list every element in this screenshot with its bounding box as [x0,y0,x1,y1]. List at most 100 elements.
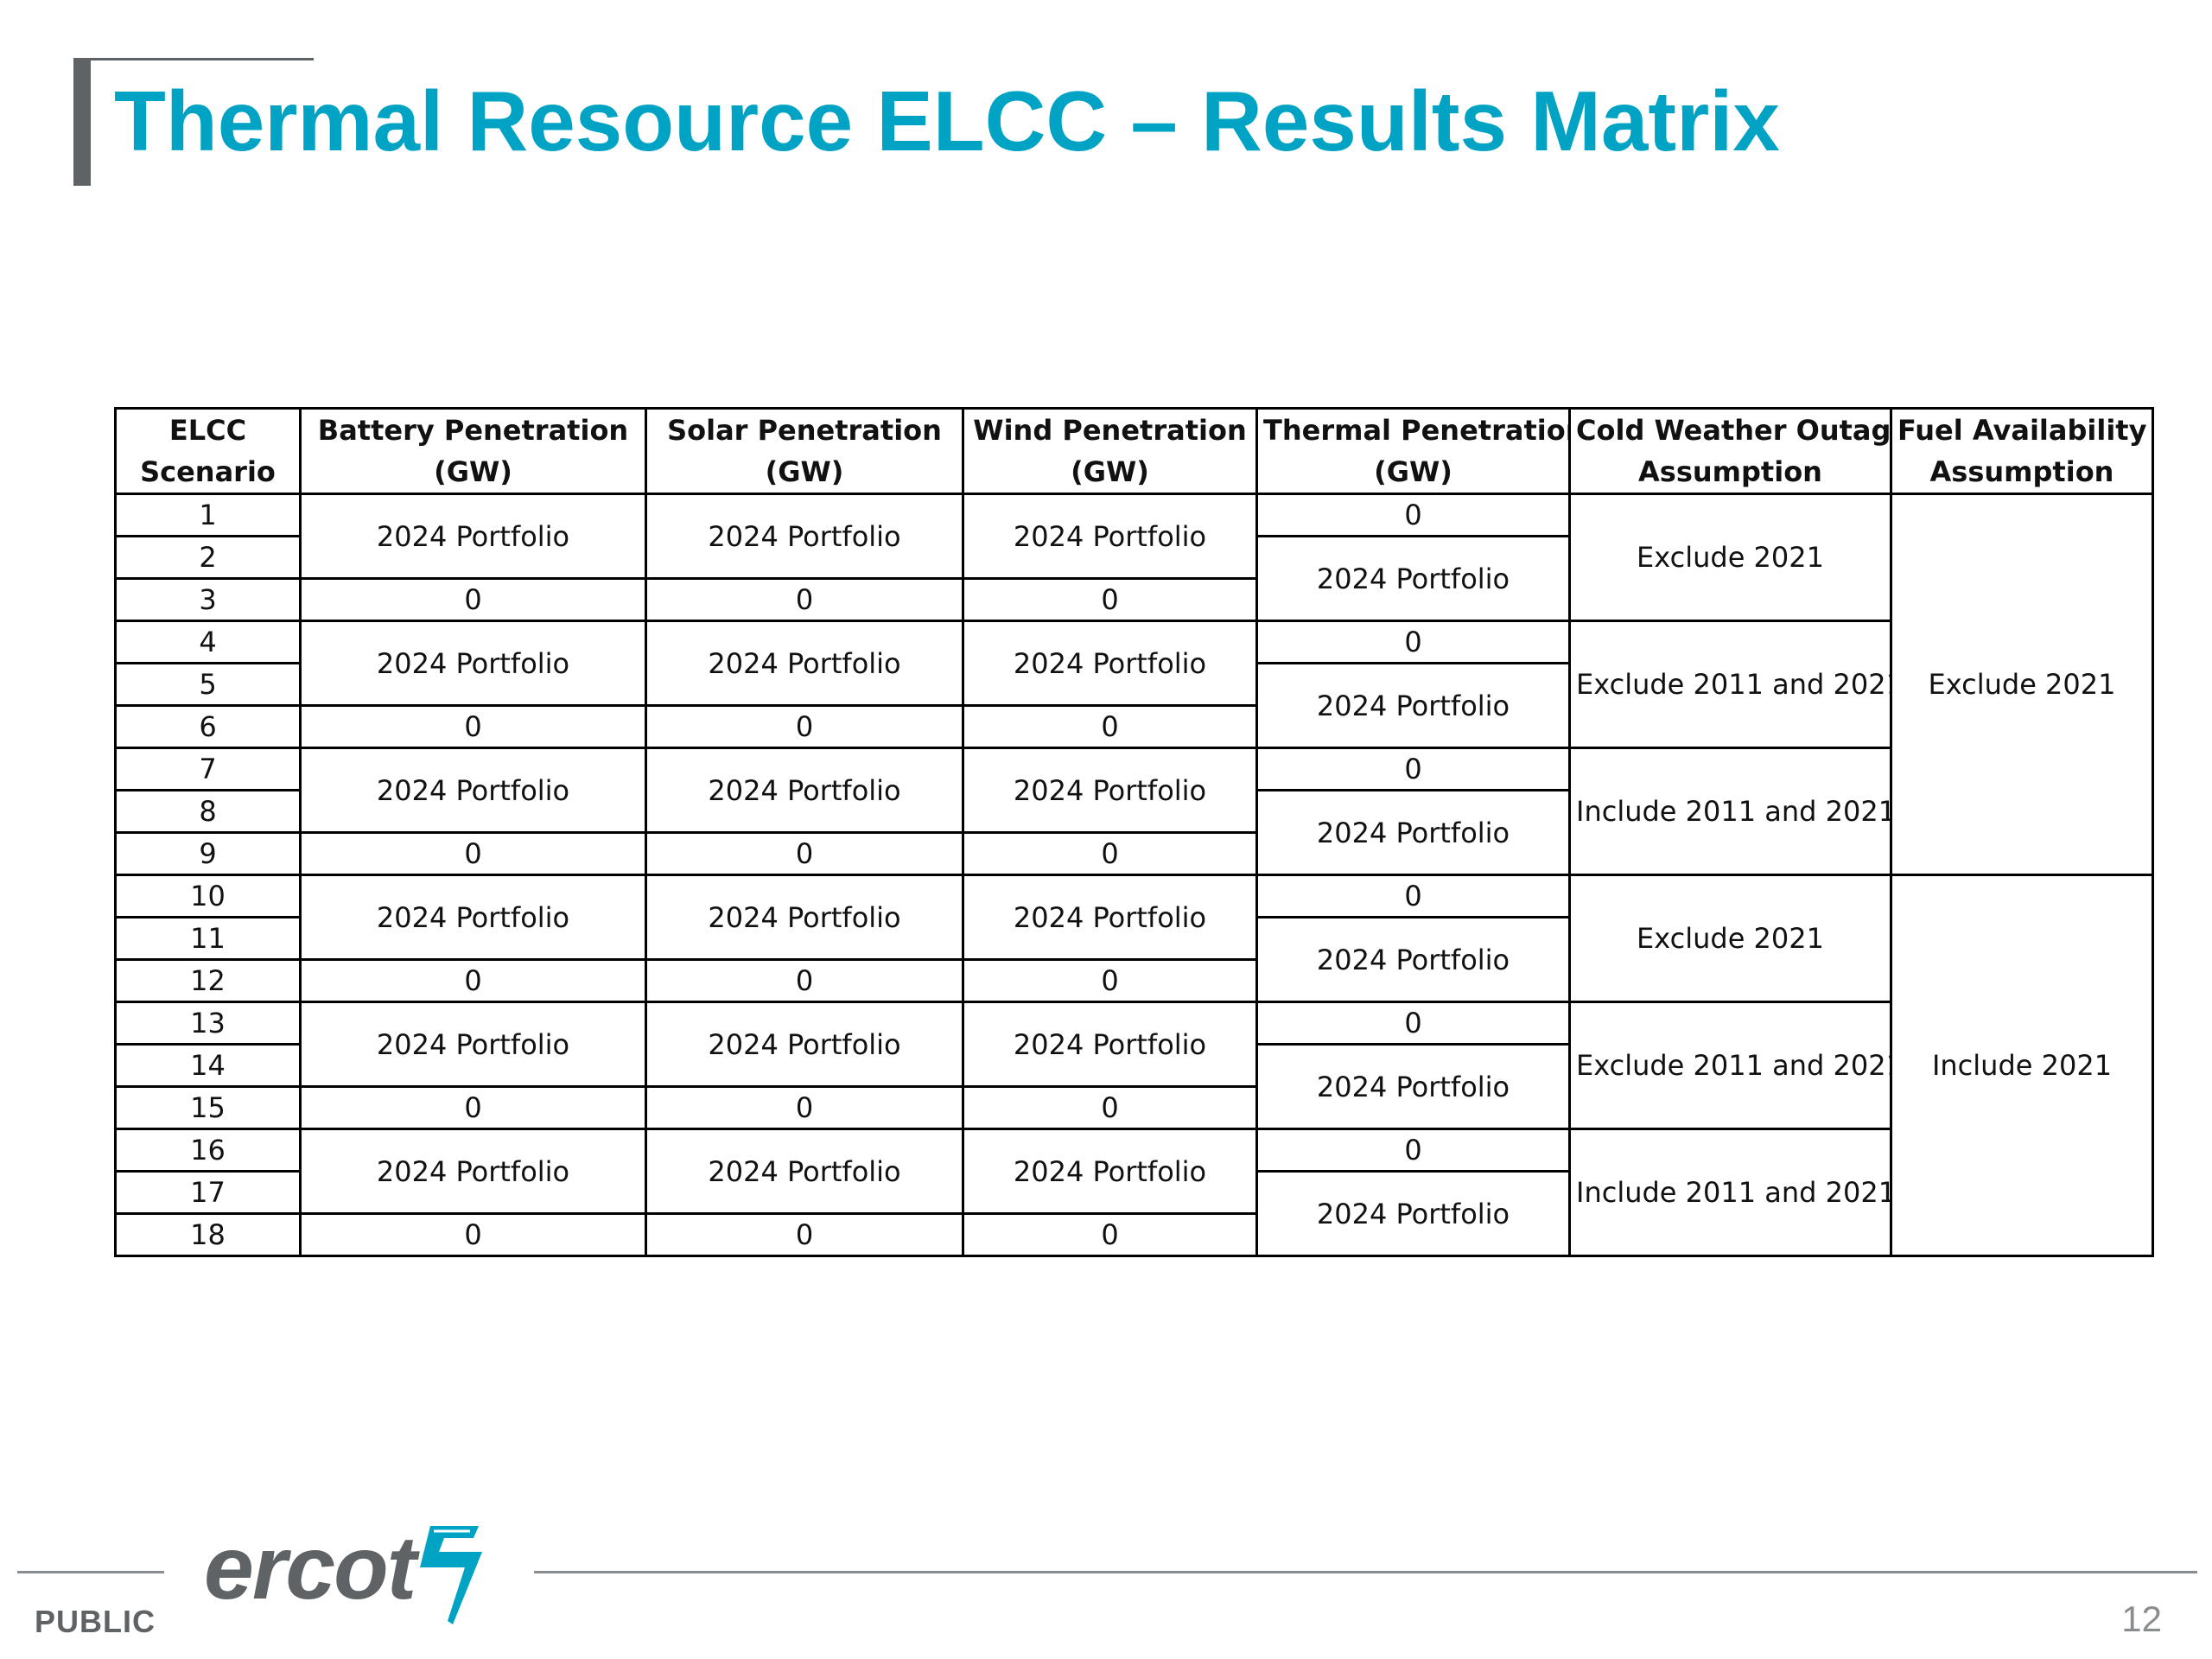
table-row: 1 2024 Portfolio 2024 Portfolio 2024 Por… [114,493,2154,876]
solar-cell: 2024 Portfolio [645,1001,964,1088]
table-row: 17 2024 Portfolio [114,1170,2153,1257]
wind-cell: 2024 Portfolio [962,1128,1258,1215]
cold-weather-cell: Include 2011 and 2021 [1568,747,1892,876]
table-row: 15 0 0 0 [114,1085,2153,1130]
battery-cell: 2024 Portfolio [299,1128,647,1215]
battery-cell: 0 [299,704,647,749]
cold-weather-cell: Exclude 2011 and 2021 [1568,1001,1892,1130]
scenario-number: 3 [114,577,302,622]
thermal-cell: 2024 Portfolio [1255,1043,1571,1130]
header-row: ELCC Scenario Battery Penetration (GW) Sol… [114,407,2154,495]
table-row: 8 2024 Portfolio [114,789,2153,876]
solar-cell: 2024 Portfolio [645,620,964,707]
battery-cell: 2024 Portfolio [299,620,647,707]
wind-cell: 2024 Portfolio [962,620,1258,707]
lightning-bolt-icon [420,1526,482,1624]
title-accent-bar [73,58,91,186]
scenario-number: 13 [114,1001,302,1046]
scenario-number: 2 [114,535,302,580]
scenario-number: 18 [114,1212,302,1257]
ercot-logo: ercot [204,1512,498,1633]
thermal-cell: 0 [1255,620,1571,664]
table-row: 7 2024 Portfolio 2024 Portfolio 2024 Por… [114,747,2153,876]
table-row: 6 0 0 0 [114,704,2153,749]
header-fuel-availability: Fuel Availability Assumption [1890,407,2154,495]
battery-cell: 0 [299,958,647,1003]
solar-cell: 0 [645,577,964,622]
wind-cell: 2024 Portfolio [962,874,1258,961]
header-battery-penetration: Battery Penetration (GW) [299,407,647,495]
page-number: 12 [2121,1599,2162,1639]
wind-cell: 2024 Portfolio [962,747,1258,834]
scenario-number: 17 [114,1170,302,1215]
solar-cell: 0 [645,831,964,876]
thermal-cell: 2024 Portfolio [1255,789,1571,876]
slide-title: Thermal Resource ELCC – Results Matrix [114,73,1780,168]
header-thermal-penetration: Thermal Penetration (GW) [1255,407,1571,495]
scenario-number: 16 [114,1128,302,1173]
battery-cell: 0 [299,1085,647,1130]
battery-cell: 2024 Portfolio [299,1001,647,1088]
footer-rule-left [17,1571,164,1573]
wind-cell: 0 [962,831,1258,876]
battery-cell: 2024 Portfolio [299,747,647,834]
wind-cell: 0 [962,958,1258,1003]
table-row: 12 0 0 0 [114,958,2153,1003]
wind-cell: 0 [962,1085,1258,1130]
thermal-cell: 0 [1255,874,1571,918]
footer-rule-right [534,1571,2197,1573]
thermal-cell: 2024 Portfolio [1255,535,1571,622]
table-row: 5 2024 Portfolio [114,662,2153,749]
scenario-number: 4 [114,620,302,664]
thermal-cell: 2024 Portfolio [1255,916,1571,1003]
table-row: 3 0 0 0 [114,577,2153,622]
title-accent-rule [73,58,314,60]
battery-cell: 2024 Portfolio [299,874,647,961]
table-row: 9 0 0 0 [114,831,2153,876]
battery-cell: 0 [299,831,647,876]
header-elcc-scenario: ELCC Scenario [114,407,302,495]
thermal-cell: 2024 Portfolio [1255,662,1571,749]
table-row: 4 2024 Portfolio 2024 Portfolio 2024 Por… [114,620,2153,749]
fuel-availability-cell: Include 2021 [1890,874,2154,1257]
thermal-cell: 0 [1255,493,1571,537]
solar-cell: 2024 Portfolio [645,493,964,580]
scenario-number: 10 [114,874,302,918]
scenario-number: 15 [114,1085,302,1130]
solar-cell: 2024 Portfolio [645,874,964,961]
thermal-cell: 2024 Portfolio [1255,1170,1571,1257]
header-cold-weather-outage: Cold Weather Outage Assumption [1568,407,1892,495]
wind-cell: 0 [962,704,1258,749]
cold-weather-cell: Include 2011 and 2021 [1568,1128,1892,1257]
scenario-number: 1 [114,493,302,537]
solar-cell: 0 [645,1085,964,1130]
wind-cell: 0 [962,1212,1258,1257]
table-row: 13 2024 Portfolio 2024 Portfolio 2024 Po… [114,1001,2153,1130]
cold-weather-cell: Exclude 2021 [1568,874,1892,1003]
table-row: 16 2024 Portfolio 2024 Portfolio 2024 Po… [114,1128,2153,1257]
wind-cell: 0 [962,577,1258,622]
battery-cell: 0 [299,577,647,622]
results-matrix-table: ELCC Scenario Battery Penetration (GW) Sol… [114,407,2154,1257]
table-row: 14 2024 Portfolio [114,1043,2153,1130]
header-wind-penetration: Wind Penetration (GW) [962,407,1258,495]
wind-cell: 2024 Portfolio [962,493,1258,580]
battery-cell: 0 [299,1212,647,1257]
fuel-availability-cell: Exclude 2021 [1890,493,2154,876]
scenario-number: 6 [114,704,302,749]
scenario-number: 14 [114,1043,302,1088]
scenario-number: 5 [114,662,302,707]
scenario-number: 8 [114,789,302,834]
table-row: 2 2024 Portfolio [114,535,2153,622]
logo-wordmark: ercot [204,1518,416,1618]
header-solar-penetration: Solar Penetration (GW) [645,407,964,495]
scenario-number: 7 [114,747,302,791]
thermal-cell: 0 [1255,1128,1571,1173]
scenario-number: 12 [114,958,302,1003]
wind-cell: 2024 Portfolio [962,1001,1258,1088]
solar-cell: 2024 Portfolio [645,747,964,834]
solar-cell: 0 [645,958,964,1003]
scenario-number: 9 [114,831,302,876]
solar-cell: 0 [645,704,964,749]
